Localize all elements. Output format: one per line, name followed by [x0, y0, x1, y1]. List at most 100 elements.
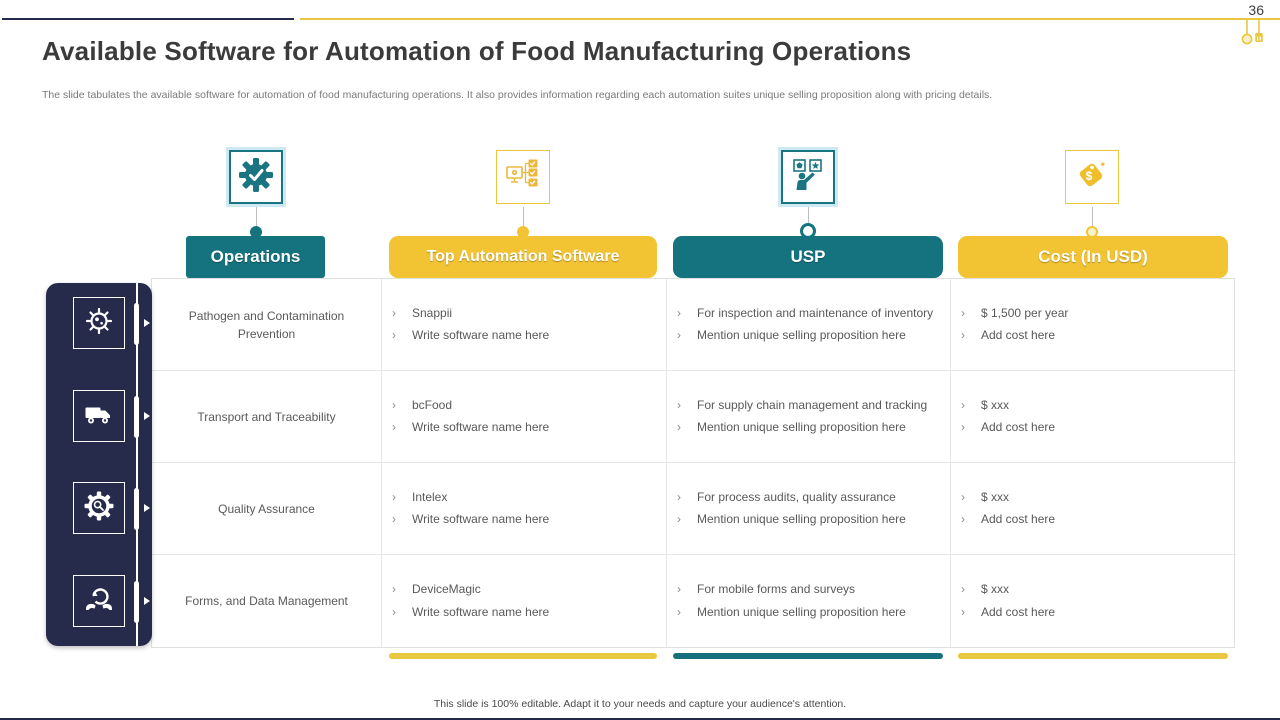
bullet-icon: ›	[677, 604, 681, 619]
list-item: › Snappii	[392, 305, 654, 322]
price-tag-icon: $	[1074, 157, 1110, 198]
usp-cell: › For inspection and maintenance of inven…	[667, 279, 951, 371]
list-item: › Write software name here	[392, 327, 654, 344]
sidebar-row-marker	[134, 303, 139, 345]
gear-magnifier-icon	[82, 489, 116, 528]
operations-icon-sidebar	[46, 283, 152, 646]
list-item: › Write software name here	[392, 419, 654, 436]
list-item: › Mention unique selling proposition here	[677, 511, 938, 528]
column-header-operations: Operations	[186, 236, 325, 278]
connector-dot	[250, 226, 262, 238]
cutlery-icon	[1240, 20, 1266, 53]
list-item: › $ xxx	[961, 489, 1224, 506]
list-item: › Intelex	[392, 489, 654, 506]
usp-cell: › For process audits, quality assurance ›…	[667, 463, 951, 555]
truck-icon	[82, 397, 116, 436]
bullet-icon: ›	[392, 512, 396, 526]
bullet-icon: ›	[961, 604, 965, 619]
svg-text:$: $	[1086, 169, 1093, 183]
cost-column-accent-bar	[958, 653, 1228, 659]
row-pointer-icon	[144, 504, 150, 512]
bullet-icon: ›	[392, 489, 396, 504]
list-item: › Mention unique selling proposition here	[677, 604, 938, 621]
bullet-icon: ›	[677, 305, 681, 320]
list-item: › Write software name here	[392, 604, 654, 621]
list-item: › For mobile forms and surveys	[677, 581, 938, 598]
column-header-cost: Cost (In USD)	[958, 236, 1228, 278]
software-checklist-icon	[505, 157, 541, 198]
software-table: Pathogen and Contamination Prevention › S…	[151, 278, 1236, 648]
list-item: › For inspection and maintenance of inven…	[677, 305, 938, 322]
bullet-icon: ›	[392, 420, 396, 434]
operation-cell: Forms, and Data Management	[152, 555, 382, 647]
list-item: › DeviceMagic	[392, 581, 654, 598]
usp-icon-box	[781, 150, 835, 204]
bullet-icon: ›	[961, 512, 965, 526]
truck-icon-box	[73, 390, 125, 442]
connector-line	[523, 207, 524, 228]
bullet-icon: ›	[961, 397, 965, 412]
bullet-icon: ›	[961, 328, 965, 342]
list-item: › $ 1,500 per year	[961, 305, 1224, 322]
list-item: › Mention unique selling proposition here	[677, 327, 938, 344]
bullet-icon: ›	[961, 305, 965, 320]
pathogen-icon	[82, 304, 116, 343]
list-item: › Write software name here	[392, 511, 654, 528]
software-cell: › Snappii › Write software name here	[382, 279, 667, 371]
bottom-rule	[0, 717, 1280, 720]
bullet-icon: ›	[961, 582, 965, 597]
bullet-icon: ›	[392, 328, 396, 342]
cost-cell: › $ 1,500 per year › Add cost here	[951, 279, 1236, 371]
list-item: › Add cost here	[961, 604, 1224, 621]
bullet-icon: ›	[677, 489, 681, 504]
page-title: Available Software for Automation of Foo…	[42, 36, 912, 66]
operation-cell: Quality Assurance	[152, 463, 382, 555]
bullet-icon: ›	[961, 420, 965, 434]
cost-cell: › $ xxx › Add cost here	[951, 463, 1236, 555]
list-item: › $ xxx	[961, 581, 1224, 598]
software-cell: › Intelex › Write software name here	[382, 463, 667, 555]
row-pointer-icon	[144, 412, 150, 420]
connector-line	[1092, 207, 1093, 228]
software-cell: › bcFood › Write software name here	[382, 371, 667, 463]
software-cell: › DeviceMagic › Write software name here	[382, 555, 667, 647]
bullet-icon: ›	[677, 397, 681, 412]
software-column-accent-bar	[389, 653, 657, 659]
row-pointer-icon	[144, 319, 150, 327]
bullet-icon: ›	[392, 397, 396, 412]
pathogen-icon-box	[73, 297, 125, 349]
list-item: › Add cost here	[961, 511, 1224, 528]
bullet-icon: ›	[392, 604, 396, 619]
page-number: 36	[1248, 2, 1264, 18]
list-item: › For supply chain management and trackin…	[677, 397, 938, 414]
software-icon-box	[496, 150, 550, 204]
column-header-software: Top Automation Software	[389, 236, 657, 278]
page-subtitle: The slide tabulates the available softwa…	[42, 89, 993, 101]
editable-note: This slide is 100% editable. Adapt it to…	[433, 698, 847, 710]
hands-care-icon	[82, 582, 116, 621]
operation-cell: Pathogen and Contamination Prevention	[152, 279, 382, 371]
sidebar-row-marker	[134, 396, 139, 438]
hands-care-icon-box	[73, 575, 125, 627]
list-item: › Add cost here	[961, 327, 1224, 344]
bullet-icon: ›	[392, 305, 396, 320]
bullet-icon: ›	[677, 582, 681, 597]
bullet-icon: ›	[677, 512, 681, 526]
gear-magnifier-icon-box	[73, 482, 125, 534]
bullet-icon: ›	[961, 489, 965, 504]
row-pointer-icon	[144, 597, 150, 605]
gear-check-icon	[238, 157, 274, 198]
list-item: › Mention unique selling proposition here	[677, 419, 938, 436]
sidebar-row-marker	[134, 488, 139, 530]
bullet-icon: ›	[677, 420, 681, 434]
bullet-icon: ›	[677, 328, 681, 342]
list-item: › $ xxx	[961, 397, 1224, 414]
sidebar-divider-line	[136, 283, 138, 646]
top-rule-dark	[2, 18, 294, 20]
list-item: › bcFood	[392, 397, 654, 414]
sidebar-row-marker	[134, 581, 139, 623]
list-item: › Add cost here	[961, 419, 1224, 436]
connector-line	[256, 207, 257, 228]
list-item: › For process audits, quality assurance	[677, 489, 938, 506]
